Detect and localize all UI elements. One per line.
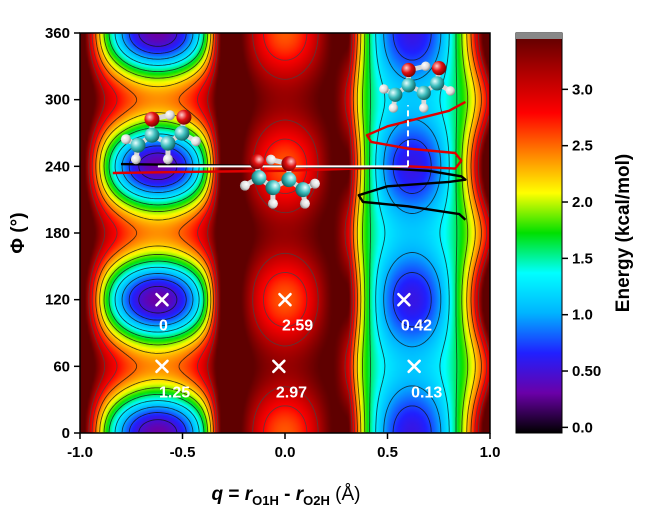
y-tick-label-6: 360 [45,25,70,42]
minimum-energy-label-1: 1.25 [159,384,190,401]
carbon-atom [429,76,445,91]
molecule-right [379,60,456,113]
minimum-marker-0 [155,292,169,307]
minimum-marker-3 [272,359,286,374]
minimum-energy-label-5: 0.13 [411,384,442,401]
colorbar-tick-label-6: 3.0 [572,81,593,98]
y-tick-label-5: 300 [45,92,70,109]
hydrogen-atom [309,178,320,189]
x-axis-title-eq: = [223,484,245,505]
colorbar-top-cap [516,33,562,39]
carbon-atom [281,172,297,188]
hydrogen-atom [379,84,389,94]
minimum-energy-label-4: 0.42 [401,318,432,335]
minimum-energy-label-3: 2.97 [276,384,307,401]
hydrogen-atom [190,136,201,147]
colorbar-title: Energy (kcal/mol) [613,154,634,312]
x-axis-title-q: q [211,484,223,505]
colorbar-tick-label-3: 1.5 [572,250,593,267]
axes: -1.0 -0.5 0.0 0.5 1.0 0 60 120 180 240 300 360 [45,25,500,461]
oxygen-atom [431,60,447,76]
colorbar-tick-label-1: 0.50 [572,363,601,380]
hydrogen-atom [265,154,276,165]
hydrogen-atom [267,198,278,209]
minimum-marker-1 [155,359,169,374]
y-tick-label-4: 240 [45,158,70,175]
minima-markers: 0 1.25 2.59 2.97 0.42 0.13 [155,292,442,401]
y-tick-label-2: 120 [45,292,70,309]
x-tick-label-4: 1.0 [480,444,501,461]
molecule-illustrations [120,60,456,209]
colorbar-tick-label-2: 1.0 [572,307,593,324]
y-tick-label-0: 0 [62,425,70,442]
colorbar-tick-label-0: 0.0 [572,419,593,436]
contour-level-1 [138,33,178,433]
hydrogen-atom [120,134,131,145]
molecule-middle [239,154,320,209]
y-tick-label-3: 180 [45,225,70,242]
carbon-atom [174,125,190,141]
hydrogen-atom [239,180,250,191]
colorbar-tick-label-4: 2.0 [572,194,593,211]
oxygen-atom [401,62,416,78]
minimum-marker-5 [407,359,421,374]
hydrogen-atom [164,110,175,121]
carbon-atom [160,135,176,151]
x-axis-title-r2-sub: O2H [303,493,330,508]
x-tick-label-3: 0.5 [377,444,398,461]
series-line-0 [112,100,466,175]
contour-level-8 [95,34,482,432]
carbon-atom [251,170,267,186]
y-axis-title: Φ (°) [8,212,29,253]
carbon-atom [388,87,403,102]
colorbar-tick-label-5: 2.5 [572,138,593,155]
carbon-atom [130,137,146,153]
hydrogen-atom [130,154,141,165]
x-axis-title-minus: - [279,484,296,505]
hydrogen-atom [445,86,456,96]
x-tick-label-0: -1.0 [67,444,93,461]
minimum-energy-label-0: 0 [159,318,168,335]
hydrogen-atom [299,198,310,209]
contour-lines [88,33,490,433]
oxygen-atom [281,156,297,172]
oxygen-atom [144,111,160,127]
x-axis-title-r2: r [296,484,305,505]
minimum-marker-4 [397,292,411,307]
contour-level-6 [103,33,469,433]
hydrogen-atom [420,61,431,71]
carbon-atom [144,127,160,143]
hydrogen-atom [388,103,399,113]
x-tick-label-2: 0.0 [275,444,296,461]
x-axis-title: q = rO1H - rO2H (Å) [211,484,360,508]
x-axis-title-unit: (Å) [330,484,361,505]
minimum-energy-label-2: 2.59 [282,318,313,335]
hydrogen-atom [419,103,429,113]
carbon-atom [416,85,431,100]
molecule-left [120,109,201,165]
hydrogen-atom [162,154,173,165]
oxygen-atom [249,154,265,170]
carbon-atom [265,180,281,196]
carbon-atom [401,78,416,93]
colorbar-axis: 0.0 0.50 1.0 1.5 2.0 2.5 3.0 [562,81,601,436]
x-tick-label-1: -0.5 [170,444,196,461]
minimum-marker-2 [278,292,292,307]
x-axis-title-r1-sub: O1H [252,493,279,508]
oxygen-atom [176,109,192,125]
carbon-atom [295,182,311,198]
y-tick-label-1: 60 [53,358,70,375]
x-axis-title-r1: r [245,484,254,505]
colorbar [515,32,563,434]
